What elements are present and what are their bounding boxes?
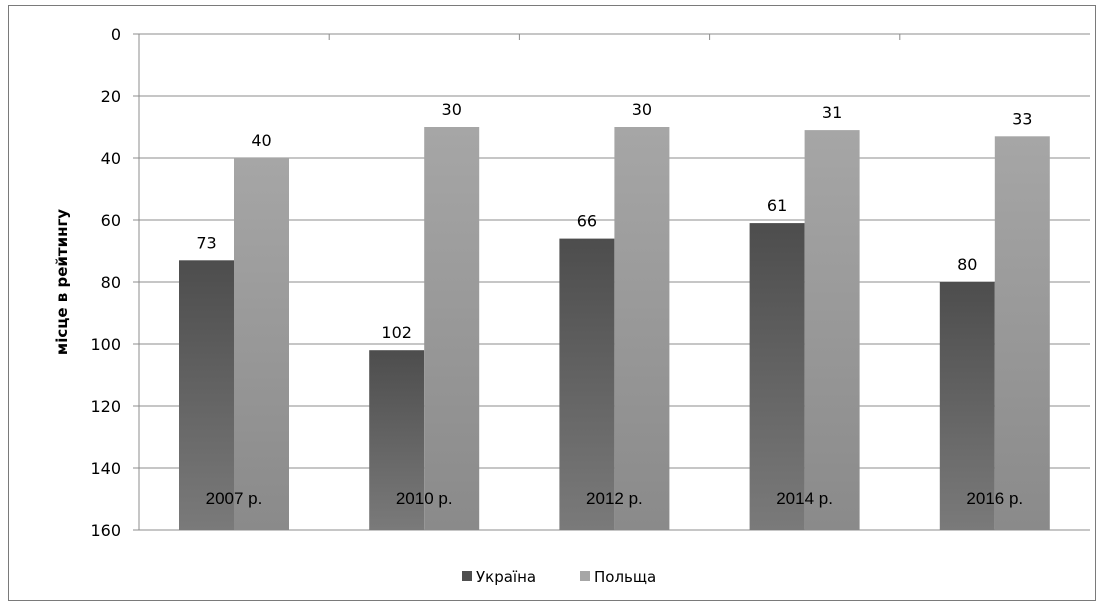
y-tick-label: 100 — [90, 335, 121, 354]
bar-ukraine — [939, 282, 995, 530]
category-label: 2012 р. — [586, 489, 643, 508]
y-tick-label: 80 — [101, 273, 121, 292]
legend: Україна Польща — [462, 568, 656, 586]
data-label-ukraine: 61 — [767, 196, 787, 215]
category-label: 2007 р. — [206, 489, 263, 508]
legend-label-ukraine: Україна — [476, 568, 536, 586]
bar-poland — [614, 127, 670, 530]
y-axis-label: місце в рейтингу — [53, 209, 71, 355]
category-label: 2016 р. — [966, 489, 1023, 508]
data-label-ukraine: 73 — [196, 233, 216, 252]
bar-poland — [424, 127, 480, 530]
y-tick-label: 0 — [111, 25, 121, 44]
category-labels: 2007 р. 2010 р. 2012 р. 2014 р. 2016 р. — [206, 489, 1024, 508]
data-label-poland: 40 — [251, 131, 271, 150]
category-label: 2010 р. — [396, 489, 453, 508]
data-label-poland: 30 — [632, 100, 652, 119]
data-label-poland: 33 — [1012, 109, 1032, 128]
data-label-ukraine: 66 — [577, 212, 597, 231]
bar-ukraine — [369, 350, 425, 530]
bars — [179, 127, 1050, 531]
legend-swatch-poland — [580, 571, 590, 581]
bar-poland — [994, 136, 1050, 531]
legend-label-poland: Польща — [594, 568, 656, 586]
data-label-poland: 31 — [822, 103, 842, 122]
category-label: 2014 р. — [776, 489, 833, 508]
y-tick-label: 60 — [101, 211, 121, 230]
y-tick-label: 160 — [90, 521, 121, 540]
data-label-poland: 30 — [442, 100, 462, 119]
data-label-ukraine: 80 — [957, 255, 977, 274]
y-tick-label: 120 — [90, 397, 121, 416]
bar-ukraine — [749, 223, 805, 530]
bar-poland — [234, 158, 289, 530]
bar-ukraine — [559, 238, 615, 530]
y-axis-ticks: 0 20 40 60 80 100 120 140 160 — [90, 25, 121, 540]
data-label-ukraine: 102 — [381, 323, 412, 342]
bar-ukraine — [179, 260, 234, 530]
legend-swatch-ukraine — [462, 571, 472, 581]
y-tick-label: 20 — [101, 87, 121, 106]
y-tick-label: 140 — [90, 459, 121, 478]
bar-poland — [804, 130, 860, 530]
y-tick-label: 40 — [101, 149, 121, 168]
data-labels: 73 40 102 30 66 30 61 31 80 33 — [196, 100, 1032, 342]
